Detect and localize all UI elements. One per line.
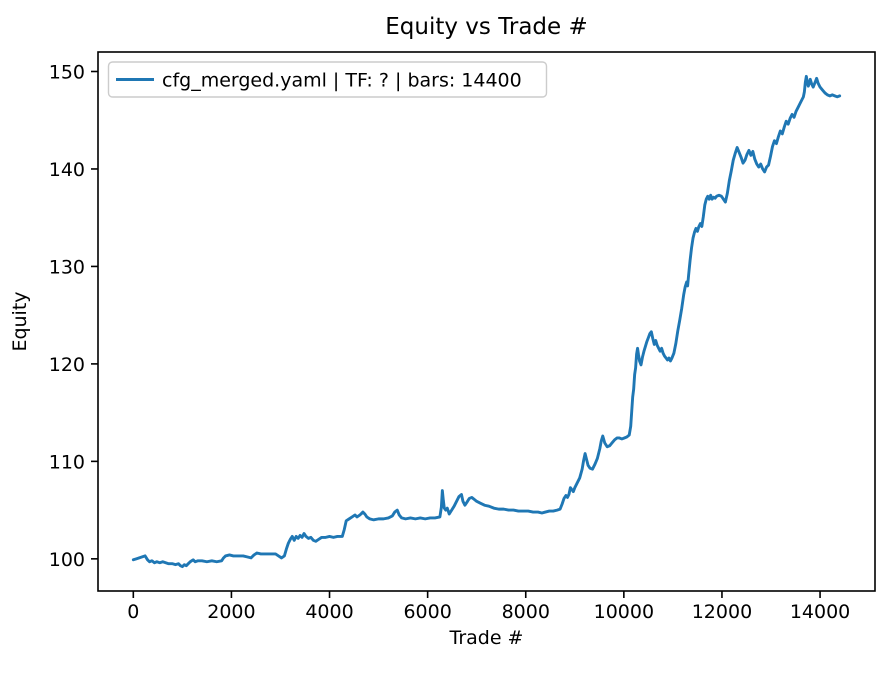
y-axis-label: Equity bbox=[9, 291, 31, 351]
equity-line bbox=[131, 74, 842, 569]
y-tick-label: 120 bbox=[49, 354, 85, 376]
plot-generated-layer: 0 2000 4000 6000 8000 10000 12000 14000 100 110 12… bbox=[49, 51, 876, 623]
y-tick-label: 140 bbox=[49, 159, 85, 181]
legend-label: cfg_merged.yaml | TF: ? | bars: 14400 bbox=[162, 70, 522, 92]
y-tick-label: 150 bbox=[49, 61, 85, 83]
y-tick-label: 110 bbox=[49, 451, 85, 473]
x-tick-label: 0 bbox=[127, 601, 139, 623]
legend-box bbox=[107, 61, 548, 98]
legend: cfg_merged.yaml | TF: ? | bars: 14400 bbox=[107, 61, 548, 98]
x-tick-label: 8000 bbox=[502, 601, 550, 623]
axes-frame bbox=[97, 51, 876, 592]
x-tick-label: 6000 bbox=[403, 601, 451, 623]
x-tick-label: 12000 bbox=[692, 601, 752, 623]
x-axis-label: Trade # bbox=[449, 627, 524, 649]
x-tick-label: 2000 bbox=[207, 601, 255, 623]
x-tick-label: 14000 bbox=[790, 601, 850, 623]
chart-title: Equity vs Trade # bbox=[385, 14, 588, 40]
x-tick-label: 10000 bbox=[594, 601, 654, 623]
x-tick-label: 4000 bbox=[305, 601, 353, 623]
y-tick-label: 130 bbox=[49, 256, 85, 278]
y-tick-label: 100 bbox=[49, 549, 85, 571]
